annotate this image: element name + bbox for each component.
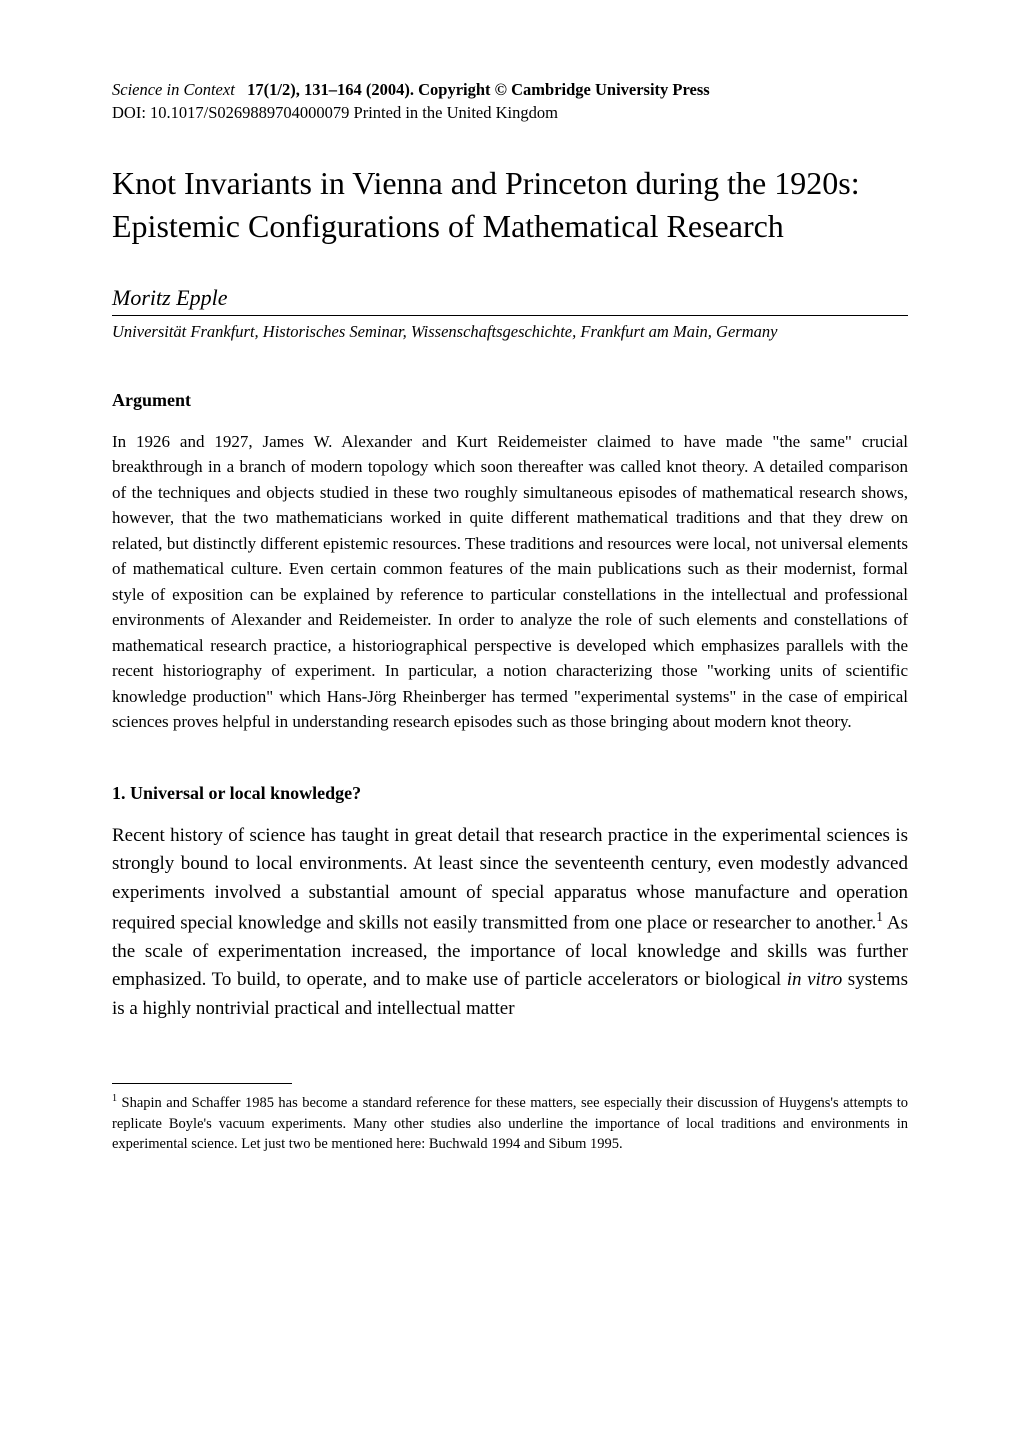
article-title: Knot Invariants in Vienna and Princeton … [112, 162, 908, 248]
journal-header: Science in Context 17(1/2), 131–164 (200… [112, 78, 908, 124]
section1-text-italic: in vitro [787, 969, 843, 990]
section1-body: Recent history of science has taught in … [112, 822, 908, 1024]
section1-text-part1: Recent history of science has taught in … [112, 825, 908, 934]
author-divider [112, 315, 908, 316]
argument-text: In 1926 and 1927, James W. Alexander and… [112, 429, 908, 735]
footnote-divider [112, 1083, 292, 1084]
argument-heading: Argument [112, 390, 908, 411]
footnote-text: Shapin and Schaffer 1985 has become a st… [112, 1095, 908, 1152]
journal-volume: 17(1/2), 131–164 (2004). Copyright © Cam… [247, 80, 710, 99]
journal-title: Science in Context [112, 80, 235, 99]
author-affiliation: Universität Frankfurt, Historisches Semi… [112, 322, 908, 342]
journal-doi: DOI: 10.1017/S0269889704000079 Printed i… [112, 103, 558, 122]
footnote-ref-1: 1 [876, 909, 883, 924]
section1-heading: 1. Universal or local knowledge? [112, 783, 908, 804]
footnote-1: 1 Shapin and Schaffer 1985 has become a … [112, 1092, 908, 1154]
author-name: Moritz Epple [112, 285, 908, 311]
